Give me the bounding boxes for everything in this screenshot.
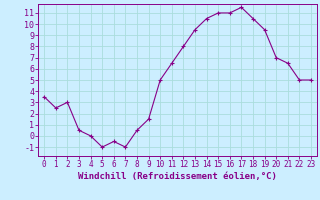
X-axis label: Windchill (Refroidissement éolien,°C): Windchill (Refroidissement éolien,°C) — [78, 172, 277, 181]
